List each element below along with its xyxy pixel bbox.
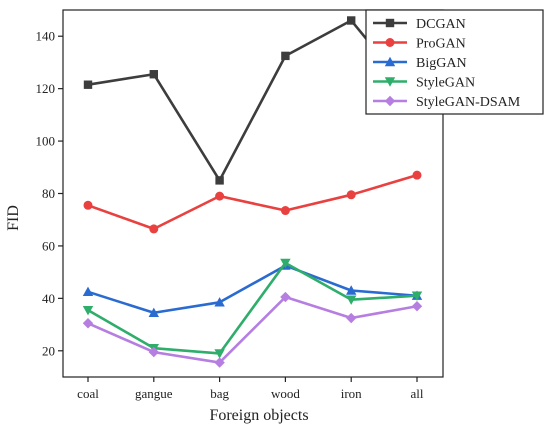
- data-point-stylegan: [411, 291, 423, 301]
- legend-label: StyleGAN-DSAM: [416, 95, 521, 110]
- data-point-progan: [215, 191, 225, 201]
- series-line-dcgan: [87, 19, 419, 182]
- data-point-stylegan-dsam: [82, 318, 94, 329]
- legend-marker: [385, 38, 395, 47]
- data-point-stylegan-dsam: [346, 312, 357, 324]
- data-point-progan: [412, 170, 422, 180]
- series-line-stylegan-dsam: [87, 295, 418, 364]
- x-tick-label-coal: coal: [77, 386, 99, 401]
- x-tick-label-iron: iron: [341, 386, 362, 401]
- series-progan: [83, 170, 422, 234]
- y-tick-label: 40: [42, 291, 55, 306]
- data-point-stylegan-dsam: [148, 346, 159, 358]
- y-tick-label: 60: [42, 238, 55, 253]
- data-point-dcgan: [347, 16, 356, 25]
- legend-marker: [384, 95, 396, 107]
- data-point-dcgan: [83, 80, 93, 89]
- legend: DCGAN ProGAN BigGAN StyleGAN StyleGAN-DSAM: [365, 9, 544, 115]
- y-tick-label: 140: [36, 29, 56, 44]
- legend-label: DCGAN: [416, 17, 466, 32]
- legend-label: BigGAN: [416, 56, 467, 71]
- legend-label: ProGAN: [416, 37, 466, 52]
- data-point-biggan: [346, 285, 357, 295]
- data-point-progan: [83, 200, 93, 210]
- x-tick-label-gangue: gangue: [135, 386, 173, 401]
- y-tick-label: 100: [36, 134, 56, 149]
- legend-marker: [384, 77, 396, 87]
- y-tick-label: 80: [42, 186, 55, 201]
- axes: 20 40 60 80 100 120 140 coal gangue bag wood iron al…: [36, 9, 444, 401]
- series-line-stylegan: [87, 261, 418, 355]
- legend-item-dcgan: DCGAN: [373, 17, 466, 32]
- data-point-stylegan: [82, 305, 94, 316]
- y-tick-label: 20: [42, 343, 55, 358]
- data-point-biggan: [148, 307, 159, 317]
- data-point-progan: [346, 190, 356, 200]
- series-stylegan-dsam: [82, 291, 423, 368]
- data-point-dcgan: [215, 176, 224, 185]
- legend-label: StyleGAN: [416, 76, 475, 91]
- x-tick-label-wood: wood: [271, 386, 300, 401]
- data-point-stylegan: [214, 349, 225, 359]
- legend-item-progan: ProGAN: [373, 37, 466, 52]
- legend-item-biggan: BigGAN: [373, 56, 467, 71]
- data-point-stylegan: [346, 295, 357, 305]
- data-point-dcgan: [281, 51, 290, 61]
- y-axis-title: FID: [5, 205, 22, 231]
- data-point-progan: [280, 206, 290, 216]
- legend-item-stylegan-dsam: StyleGAN-DSAM: [373, 95, 521, 110]
- data-point-progan: [149, 224, 159, 234]
- data-point-biggan: [214, 297, 225, 307]
- legend-marker: [384, 56, 396, 67]
- series-stylegan: [82, 258, 423, 359]
- data-point-stylegan-dsam: [411, 301, 423, 312]
- data-point-dcgan: [149, 70, 158, 79]
- series-line-progan: [87, 173, 418, 231]
- x-axis-title: Foreign objects: [209, 407, 308, 424]
- y-tick-label: 120: [36, 81, 56, 96]
- legend-marker: [385, 18, 395, 28]
- x-tick-label-bag: bag: [210, 386, 229, 401]
- data-point-stylegan: [280, 258, 291, 269]
- x-tick-label-all: all: [411, 386, 424, 401]
- data-point-biggan: [82, 286, 94, 297]
- legend-item-stylegan: StyleGAN: [373, 76, 475, 91]
- data-point-stylegan-dsam: [214, 357, 225, 368]
- data-point-stylegan-dsam: [280, 291, 291, 303]
- series-line-biggan: [87, 264, 418, 315]
